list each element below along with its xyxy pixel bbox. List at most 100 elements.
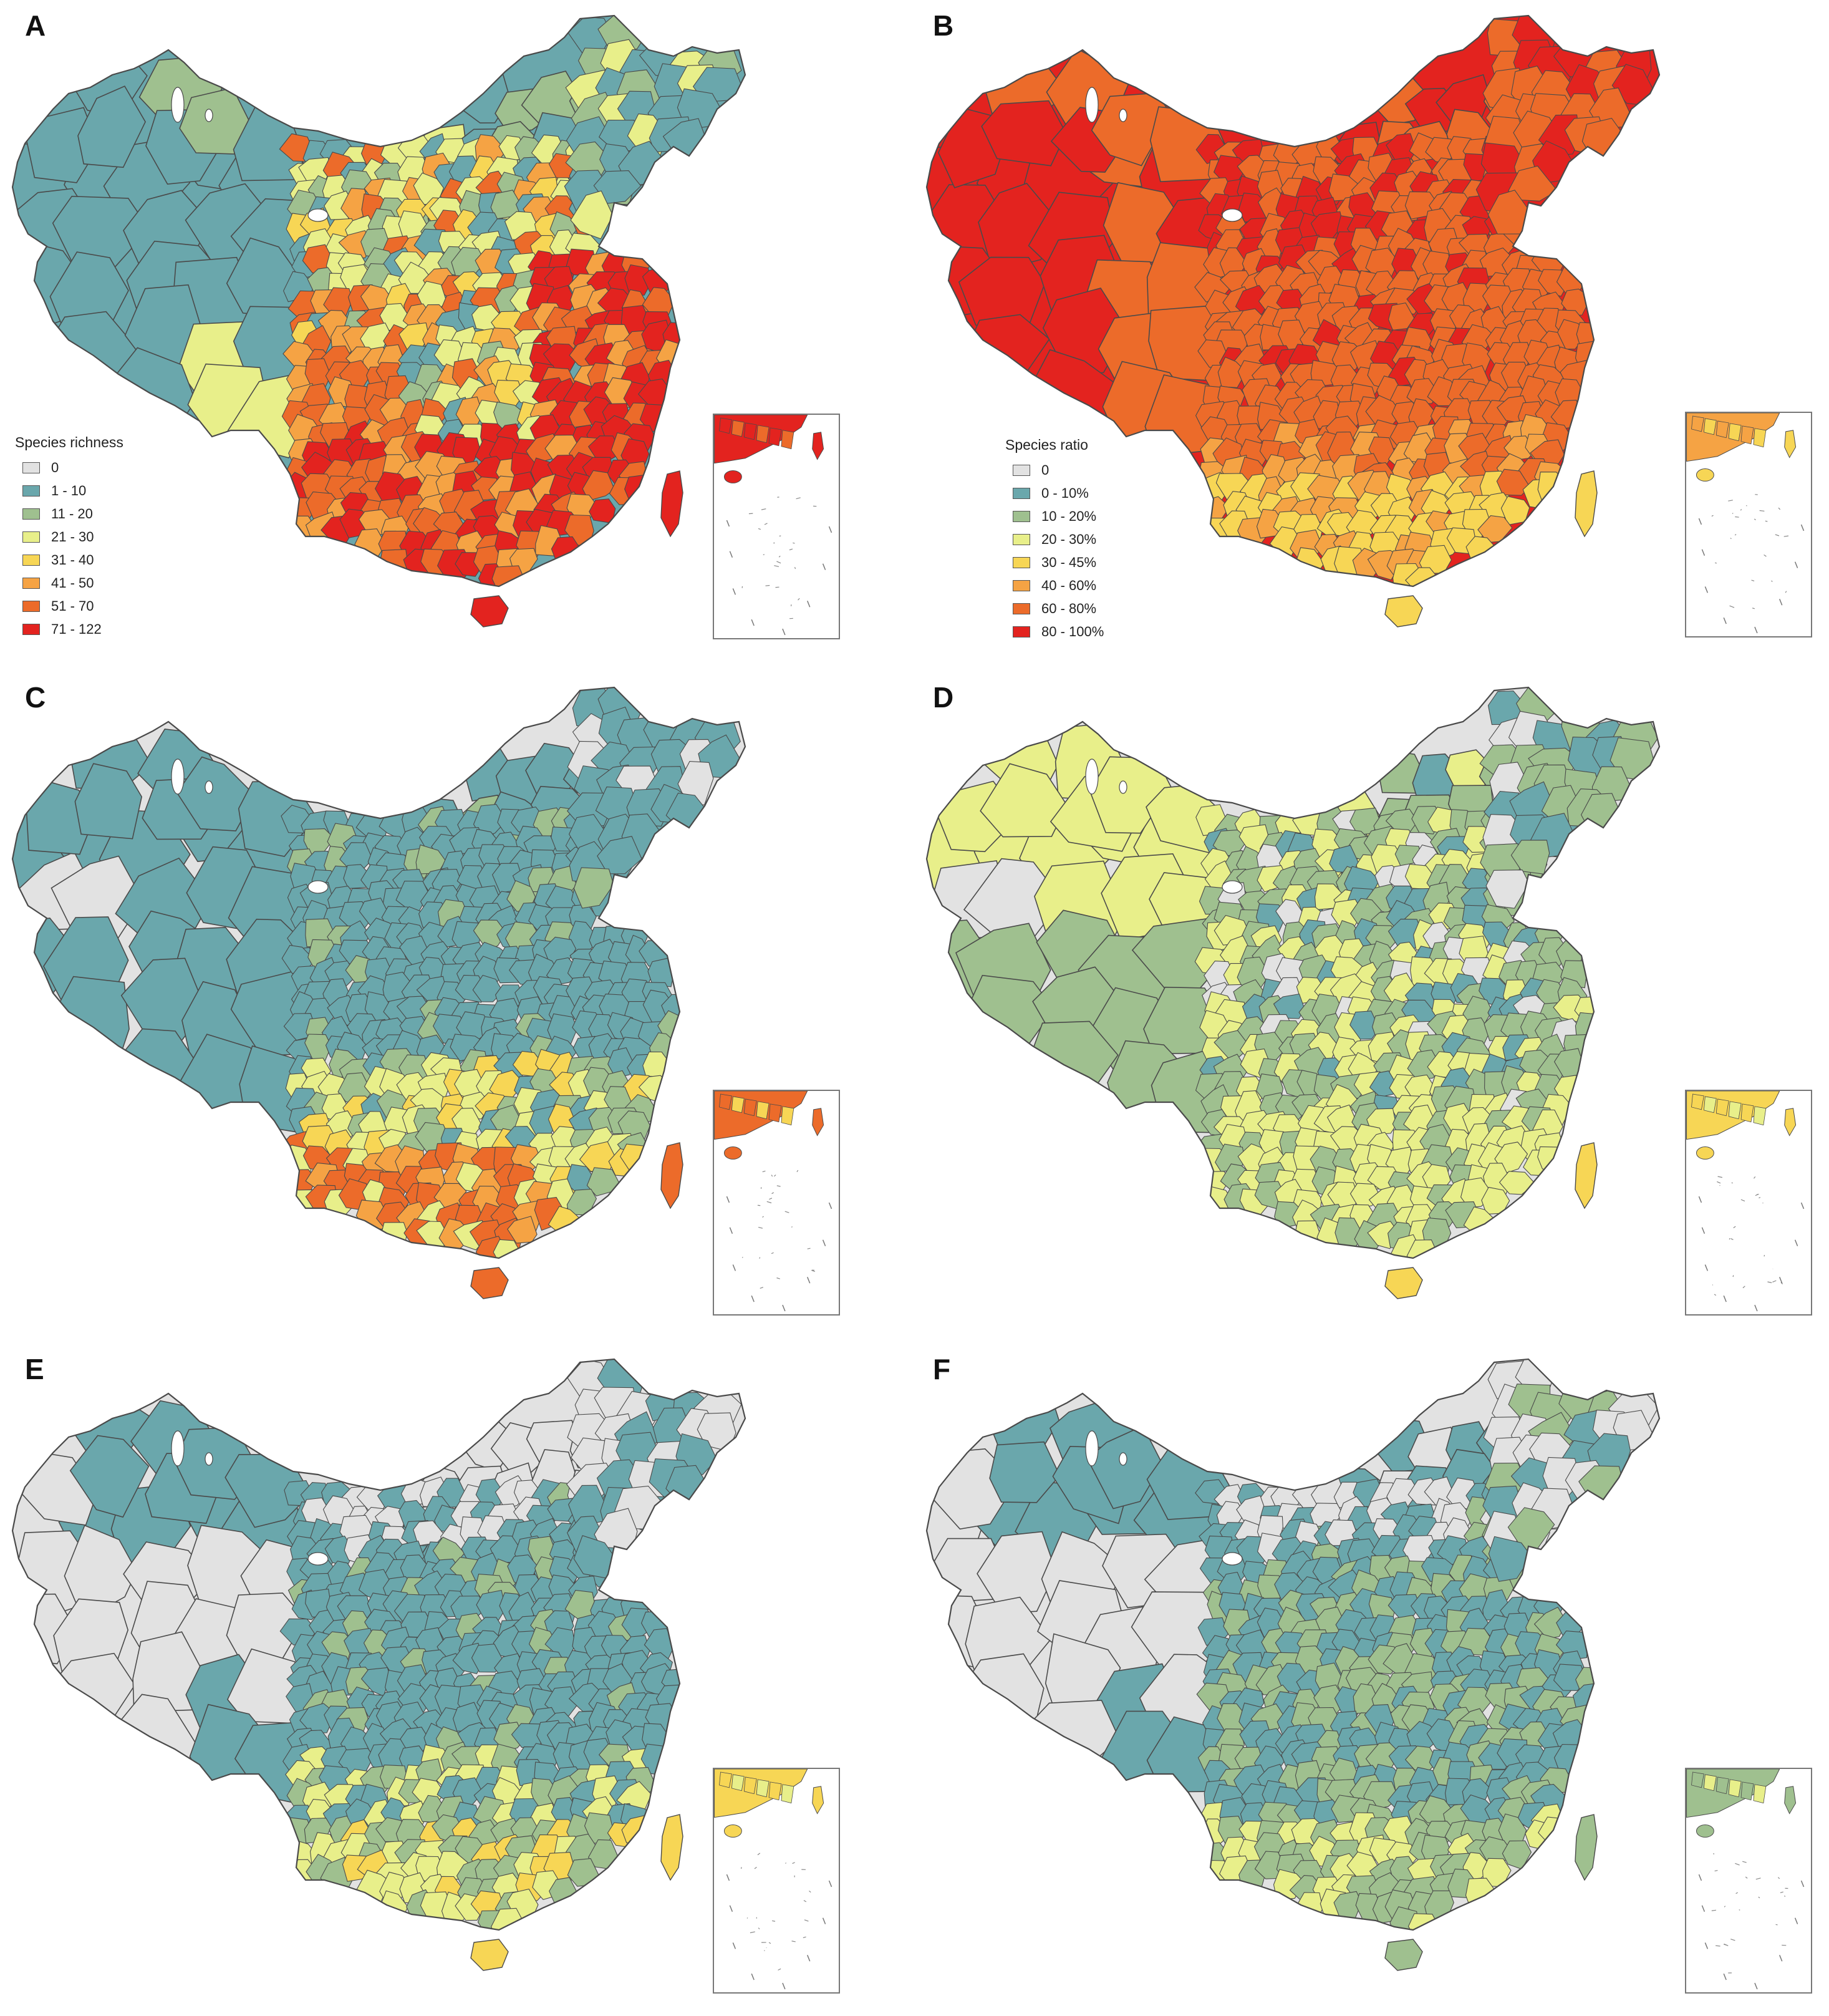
inset-island-mark bbox=[764, 523, 768, 525]
inset-boundary-dash bbox=[1704, 586, 1709, 593]
inset-boundary-dash bbox=[807, 601, 811, 608]
inset-island-mark bbox=[1742, 1861, 1747, 1863]
inset-boundary-dash bbox=[828, 526, 832, 533]
prefecture-region bbox=[1407, 1913, 1439, 1930]
country-border bbox=[925, 686, 1661, 1259]
prefecture-regions bbox=[927, 1359, 1659, 1930]
inset-boundary-dash bbox=[782, 628, 786, 636]
inset-boundary-dash bbox=[782, 1982, 786, 1990]
inset-island-mark bbox=[1735, 1892, 1738, 1894]
inset-island-mark bbox=[791, 1226, 793, 1228]
inset-hainan bbox=[1696, 468, 1714, 482]
inset-boundary-dash bbox=[729, 1227, 733, 1234]
inset-island-mark bbox=[765, 584, 770, 586]
prefecture-region bbox=[642, 287, 675, 320]
inset-island-mark bbox=[1735, 1863, 1740, 1866]
prefecture-region bbox=[379, 549, 408, 575]
prefecture-region bbox=[1496, 468, 1530, 496]
inset-boundary-dash bbox=[1754, 1982, 1758, 1990]
legend-swatch bbox=[1013, 626, 1030, 637]
inset-region bbox=[743, 422, 757, 440]
inset-island-mark bbox=[1729, 605, 1735, 608]
prefecture-region bbox=[1533, 1606, 1568, 1639]
inset-region bbox=[768, 1103, 782, 1123]
inset-hainan bbox=[723, 1825, 742, 1838]
inset-island-mark bbox=[766, 1201, 772, 1204]
prefecture-region bbox=[1235, 284, 1270, 316]
prefecture-region bbox=[1485, 870, 1530, 909]
prefecture-region bbox=[1508, 165, 1558, 201]
inset-island-mark bbox=[796, 497, 801, 500]
inset-island-mark bbox=[1717, 1181, 1721, 1184]
inset-boundary-dash bbox=[807, 1955, 811, 1962]
legend-label: 60 - 80% bbox=[1041, 600, 1097, 616]
prefecture-regions bbox=[12, 16, 743, 586]
legend-item: 30 - 45% bbox=[1005, 551, 1104, 574]
inset-region bbox=[1728, 1779, 1742, 1798]
map-panel-a: A Species richness 0 1 - 10 11 - 20 21 - 30 31… bbox=[0, 0, 914, 672]
inset-boundary-dash bbox=[1754, 1304, 1758, 1312]
inset-island-mark bbox=[758, 528, 761, 530]
inset-island-mark bbox=[774, 565, 779, 568]
inset-island-mark bbox=[1714, 1294, 1717, 1296]
china-map bbox=[11, 14, 746, 628]
inset-island-mark bbox=[741, 1256, 743, 1258]
inset-taiwan bbox=[1784, 1786, 1797, 1815]
map-panel-c: C bbox=[0, 672, 914, 1344]
prefecture-region bbox=[989, 1441, 1061, 1503]
inset-island-mark bbox=[1755, 1878, 1761, 1880]
legend-label: 1 - 10 bbox=[51, 482, 87, 498]
lake bbox=[307, 880, 329, 894]
inset-island-mark bbox=[811, 1269, 816, 1272]
prefecture-regions bbox=[12, 687, 743, 1258]
inset-island-mark bbox=[1733, 1226, 1736, 1228]
south-china-sea-inset bbox=[1685, 1768, 1812, 1994]
legend-label: 11 - 20 bbox=[51, 505, 93, 521]
legend-swatch bbox=[22, 600, 40, 612]
inset-region bbox=[1691, 1771, 1704, 1788]
prefecture-region bbox=[490, 1907, 524, 1930]
lake bbox=[307, 208, 329, 222]
inset-region bbox=[1740, 1781, 1754, 1801]
prefecture-region bbox=[74, 763, 143, 840]
legend-item: 40 - 60% bbox=[1005, 574, 1104, 597]
hainan-island bbox=[1384, 1267, 1423, 1299]
inset-taiwan bbox=[1784, 430, 1797, 458]
hainan-island bbox=[470, 1267, 509, 1299]
inset-island-mark bbox=[776, 1277, 780, 1279]
china-map bbox=[925, 686, 1661, 1299]
legend-swatch bbox=[1013, 579, 1030, 591]
inset-boundary-dash bbox=[1794, 1917, 1798, 1924]
prefecture-region bbox=[396, 996, 433, 1024]
prefecture-regions bbox=[927, 687, 1659, 1258]
legend-label: 10 - 20% bbox=[1041, 508, 1097, 524]
inset-region bbox=[1728, 1101, 1742, 1120]
inset-island-mark bbox=[754, 1866, 757, 1869]
inset-island-mark bbox=[775, 586, 779, 588]
lake bbox=[171, 87, 185, 123]
taiwan-island bbox=[1575, 1814, 1598, 1881]
taiwan-island bbox=[660, 1814, 683, 1881]
inset-island-mark bbox=[1739, 1909, 1740, 1911]
prefecture-region bbox=[977, 1531, 1057, 1614]
inset-island-mark bbox=[776, 561, 781, 564]
legend-title: Species ratio bbox=[1005, 437, 1088, 453]
inset-region bbox=[743, 1776, 757, 1795]
legend-swatch bbox=[1013, 556, 1030, 568]
legend-label: 41 - 50 bbox=[51, 574, 94, 591]
inset-boundary-dash bbox=[1704, 1942, 1709, 1949]
lake bbox=[1119, 109, 1127, 122]
inset-island-mark bbox=[762, 1216, 764, 1218]
prefecture-region bbox=[321, 1631, 354, 1660]
inset-island-mark bbox=[746, 1917, 748, 1919]
prefecture-region bbox=[570, 190, 614, 240]
inset-island-mark bbox=[1711, 515, 1714, 517]
inset-boundary-dash bbox=[1723, 1295, 1727, 1302]
prefecture-region bbox=[582, 470, 615, 502]
country-border bbox=[925, 14, 1661, 588]
inset-island-mark bbox=[1732, 513, 1734, 515]
legend-swatch bbox=[1013, 487, 1030, 499]
lake bbox=[1085, 758, 1099, 795]
inset-boundary-dash bbox=[732, 1942, 736, 1949]
inset-hainan bbox=[723, 1146, 742, 1160]
